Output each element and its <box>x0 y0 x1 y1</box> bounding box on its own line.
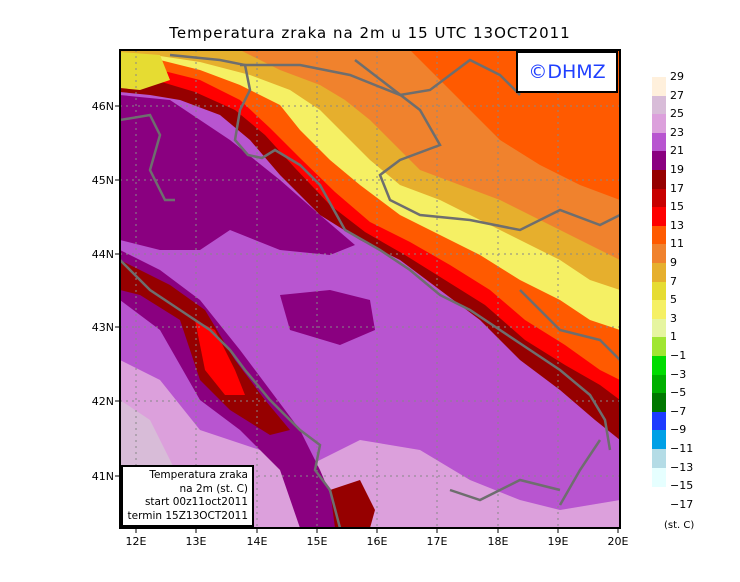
legend-label: 13 <box>670 218 684 232</box>
legend-swatch <box>652 356 666 376</box>
south-spot-17-19 <box>330 480 375 528</box>
legend-swatch <box>652 95 666 115</box>
map-title: Temperatura zraka na 2m u 15 UTC 13OCT20… <box>169 24 571 42</box>
lon-tick: 19E <box>548 535 569 548</box>
legend-label: 29 <box>670 70 684 83</box>
info-line: termin 15Z13OCT2011 <box>127 509 249 522</box>
central-adriatic-19-21 <box>280 290 375 345</box>
legend-label: −7 <box>670 404 687 418</box>
lat-tick: 45N <box>92 174 114 187</box>
legend-label: 11 <box>670 237 684 251</box>
legend-swatch <box>652 374 666 394</box>
legend-swatch <box>652 393 666 413</box>
legend-swatch <box>652 244 666 264</box>
lon-tick: 14E <box>247 535 268 548</box>
legend-label: 5 <box>670 293 677 307</box>
legend-swatch <box>652 263 666 283</box>
legend-swatch <box>652 300 666 320</box>
graticule <box>120 50 620 528</box>
lon-tick: 17E <box>427 535 448 548</box>
legend-swatch <box>652 77 666 97</box>
legend-label: 27 <box>670 88 684 102</box>
legend-swatch <box>652 467 666 487</box>
legend-label: −1 <box>670 349 687 362</box>
legend-swatch <box>652 449 666 469</box>
legend-label: 25 <box>670 107 684 121</box>
legend-label: −17 <box>670 497 694 511</box>
legend-label: 1 <box>670 330 677 344</box>
lon-tick: 18E <box>488 535 509 548</box>
legend-label: −5 <box>670 386 687 400</box>
lon-tick: 12E <box>126 535 147 548</box>
lat-tick: 46N <box>92 100 114 113</box>
legend-swatch <box>652 430 666 450</box>
info-box: Temperatura zraka na 2m (st. C) start 00… <box>121 465 254 527</box>
lat-tick: 44N <box>92 248 114 261</box>
lon-tick: 20E <box>608 535 629 548</box>
legend-swatch <box>652 225 666 245</box>
coastlines-borders <box>120 53 620 528</box>
legend-label: 23 <box>670 125 684 139</box>
legend-label: 21 <box>670 144 684 158</box>
info-line: na 2m (st. C) <box>179 482 248 495</box>
legend-swatch <box>652 281 666 301</box>
legend-swatch <box>652 207 666 227</box>
lon-tick: 13E <box>186 535 207 548</box>
legend-label: −15 <box>670 479 694 493</box>
legend-label: 15 <box>670 200 684 214</box>
nw-corner-5-7 <box>120 52 170 90</box>
legend-swatch <box>652 188 666 208</box>
legend-swatch <box>652 132 666 152</box>
legend-swatch <box>652 411 666 431</box>
legend-label: 19 <box>670 163 684 176</box>
legend-label: −9 <box>670 423 687 437</box>
lat-tick: 41N <box>92 470 114 483</box>
legend-swatch <box>652 318 666 338</box>
info-line: start 00z11oct2011 <box>144 496 248 508</box>
temperature-field <box>120 50 620 528</box>
lat-tick: 42N <box>92 395 114 408</box>
lat-tick: 43N <box>92 321 114 334</box>
legend-label: −3 <box>670 367 687 381</box>
legend-label: 9 <box>670 256 677 269</box>
legend-label: 7 <box>670 274 677 288</box>
legend-units: (st. C) <box>664 520 695 531</box>
legend-swatch <box>652 114 666 134</box>
legend-label: 17 <box>670 181 684 195</box>
north-adriatic-19-21 <box>120 95 355 255</box>
legend-label: −11 <box>670 442 694 455</box>
lon-tick: 16E <box>367 535 388 548</box>
legend-label: 3 <box>670 311 677 325</box>
legend-swatch <box>652 170 666 190</box>
italy-band-13-15 <box>195 320 245 395</box>
info-line: Temperatura zraka <box>149 469 248 481</box>
dhmz-logo: ©DHMZ <box>516 51 618 93</box>
legend-swatch <box>652 337 666 357</box>
lon-tick: 15E <box>307 535 328 548</box>
legend-label: −13 <box>670 460 694 474</box>
legend-swatch <box>652 151 666 171</box>
plot-frame <box>119 49 621 529</box>
